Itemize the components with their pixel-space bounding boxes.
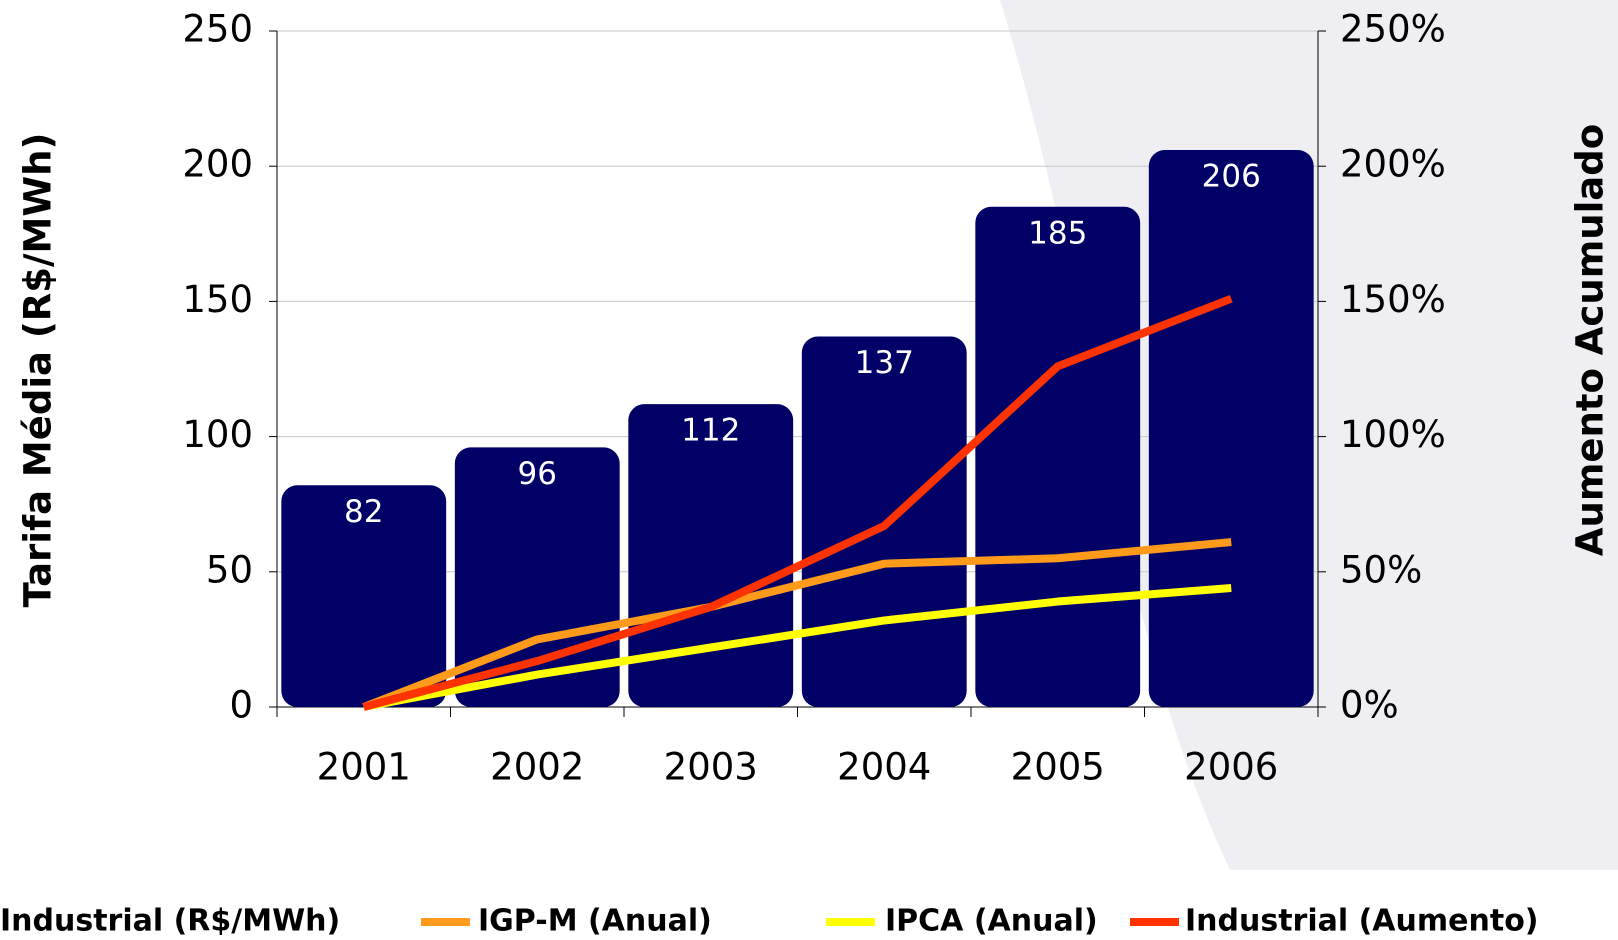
bar bbox=[454, 447, 620, 707]
y-tick-label: 0 bbox=[229, 684, 253, 727]
legend-label: Industrial (Aumento) bbox=[1185, 904, 1539, 939]
legend-label: Industrial (R$/MWh) bbox=[0, 904, 340, 939]
line bbox=[362, 538, 1232, 711]
y2-tick-label: 250% bbox=[1340, 8, 1446, 51]
line bbox=[363, 584, 1232, 711]
legend-label: IPCA (Anual) bbox=[885, 904, 1098, 939]
x-tick-label: 2001 bbox=[317, 746, 411, 789]
y2-tick-label: 100% bbox=[1340, 413, 1446, 456]
data-label: 185 bbox=[1028, 215, 1087, 251]
y-axis-title: Tarifa Média (R$/MWh) bbox=[17, 133, 60, 608]
x-tick-label: 2003 bbox=[664, 746, 758, 789]
y2-tick-label: 150% bbox=[1340, 278, 1446, 321]
line bbox=[362, 294, 1233, 711]
data-label: 137 bbox=[855, 345, 914, 381]
data-label: 82 bbox=[344, 494, 383, 530]
bar bbox=[628, 404, 794, 707]
y-tick-label: 100 bbox=[182, 413, 253, 456]
x-tick-label: 2006 bbox=[1184, 746, 1278, 789]
y-tick-label: 200 bbox=[182, 143, 253, 186]
y2-axis-title: Aumento Acumulado bbox=[1569, 124, 1612, 556]
y-tick-label: 150 bbox=[182, 278, 253, 321]
y2-tick-label: 50% bbox=[1340, 548, 1422, 591]
x-tick-label: 2004 bbox=[837, 746, 931, 789]
data-label: 96 bbox=[518, 456, 557, 492]
data-label: 206 bbox=[1202, 158, 1261, 194]
bar bbox=[1148, 149, 1314, 707]
x-tick-label: 2002 bbox=[490, 746, 584, 789]
bar bbox=[281, 485, 447, 707]
y-tick-label: 250 bbox=[182, 8, 253, 51]
y-tick-label: 50 bbox=[206, 548, 253, 591]
x-tick-label: 2005 bbox=[1011, 746, 1105, 789]
data-label: 112 bbox=[681, 413, 740, 449]
y2-tick-label: 0% bbox=[1340, 684, 1399, 727]
legend-label: IGP-M (Anual) bbox=[478, 904, 712, 939]
bar bbox=[975, 206, 1141, 707]
y2-tick-label: 200% bbox=[1340, 143, 1446, 186]
